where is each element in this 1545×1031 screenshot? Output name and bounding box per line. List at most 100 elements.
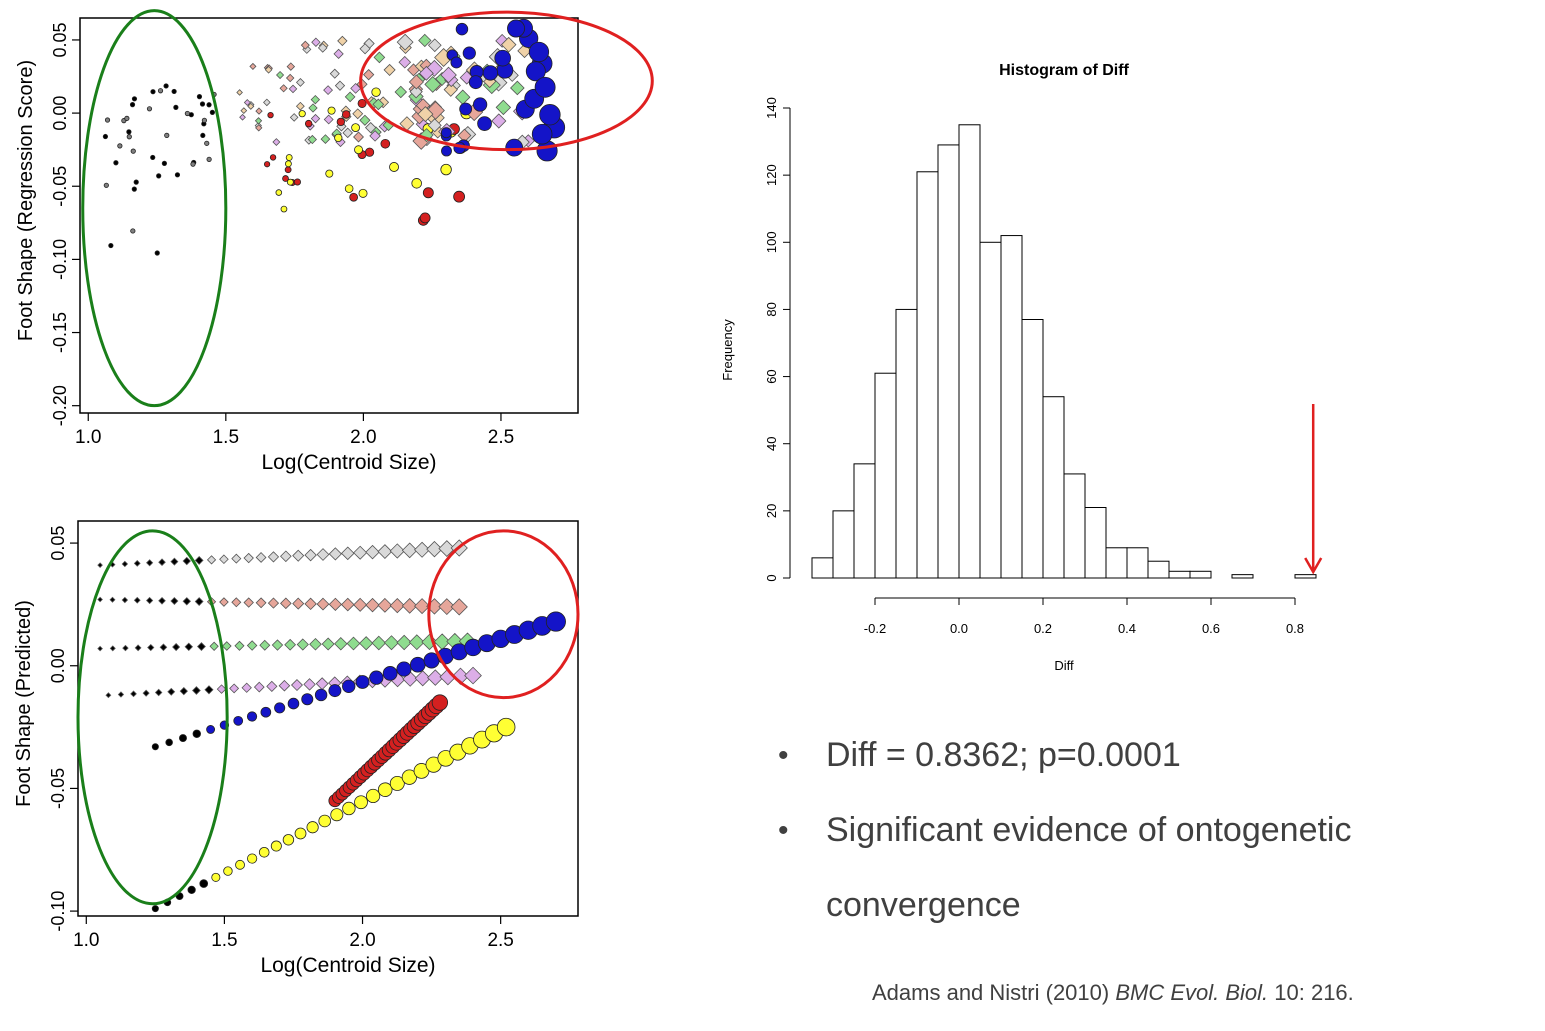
histogram-bar bbox=[1042, 396, 1065, 579]
data-point bbox=[171, 88, 177, 95]
histogram-bar bbox=[1063, 473, 1086, 579]
data-point bbox=[126, 134, 132, 140]
data-point bbox=[364, 121, 377, 134]
histogram-bar bbox=[1147, 560, 1170, 579]
data-point bbox=[398, 55, 412, 69]
data-point bbox=[234, 640, 245, 651]
data-point bbox=[280, 597, 292, 610]
data-point bbox=[209, 109, 215, 115]
data-point bbox=[196, 94, 203, 100]
data-point bbox=[422, 187, 434, 199]
data-point bbox=[164, 132, 170, 138]
plot-frame bbox=[79, 17, 579, 414]
x-tick-label: 0.2 bbox=[1034, 621, 1052, 636]
data-point bbox=[255, 107, 263, 115]
data-point bbox=[158, 558, 166, 566]
data-point bbox=[382, 666, 398, 681]
data-point bbox=[365, 597, 380, 613]
y-axis-label: Foot Shape (Regression Score) bbox=[15, 60, 37, 341]
data-point bbox=[380, 138, 391, 149]
data-point bbox=[440, 163, 452, 176]
x-axis-label: Log(Centroid Size) bbox=[261, 451, 436, 474]
data-point bbox=[131, 186, 137, 192]
data-point bbox=[194, 597, 204, 606]
x-tick-label: 1.0 bbox=[75, 427, 101, 448]
data-point bbox=[151, 905, 159, 913]
bullet-text: Significant evidence of ontogenetic conv… bbox=[826, 811, 1352, 924]
data-point bbox=[417, 106, 434, 123]
data-point bbox=[427, 38, 442, 53]
data-point bbox=[286, 62, 296, 71]
data-point bbox=[221, 641, 232, 651]
data-point bbox=[150, 89, 156, 95]
data-point bbox=[284, 160, 292, 168]
data-point bbox=[267, 551, 280, 563]
data-point bbox=[455, 89, 471, 105]
data-point bbox=[282, 834, 295, 846]
data-point bbox=[383, 63, 396, 76]
y-tick-label: -0.20 bbox=[50, 385, 70, 426]
histogram-bar bbox=[1021, 319, 1044, 579]
data-point bbox=[246, 640, 258, 651]
data-point bbox=[323, 85, 333, 96]
data-point bbox=[286, 178, 294, 186]
data-point bbox=[328, 684, 342, 698]
data-point bbox=[427, 118, 442, 133]
data-point bbox=[396, 661, 412, 677]
data-point bbox=[150, 154, 156, 161]
red-arrow-head bbox=[1304, 557, 1323, 575]
data-point bbox=[418, 65, 434, 81]
data-point bbox=[304, 119, 313, 128]
green-ellipse bbox=[81, 9, 228, 408]
data-point bbox=[545, 611, 566, 632]
data-point bbox=[409, 656, 426, 673]
data-point bbox=[170, 597, 179, 606]
data-point bbox=[158, 596, 166, 605]
histogram-bar bbox=[1168, 570, 1191, 579]
data-point bbox=[311, 37, 321, 47]
data-point bbox=[359, 43, 371, 55]
data-point bbox=[241, 682, 252, 693]
x-tick-label: -0.2 bbox=[864, 621, 886, 636]
data-point bbox=[377, 782, 393, 797]
data-point bbox=[126, 129, 132, 135]
data-point bbox=[121, 560, 129, 568]
bullet-item-conclusion: • Significant evidence of ontogenetic con… bbox=[778, 793, 1518, 943]
data-point bbox=[371, 635, 387, 651]
data-point bbox=[438, 540, 456, 558]
data-point bbox=[353, 545, 368, 560]
data-point bbox=[109, 596, 116, 603]
data-point bbox=[142, 689, 150, 697]
data-point bbox=[401, 598, 418, 614]
data-point bbox=[341, 110, 351, 119]
scatter-plot-predicted: 1.0 1.5 2.0 2.5 -0.10 -0.05 0.00 0.05 Log(Centro… bbox=[13, 520, 580, 977]
data-point bbox=[108, 242, 114, 249]
data-point bbox=[146, 106, 153, 112]
histogram-of-diff: Histogram of Diff 0 20 40 60 80 100 120 140 -0.2 0… bbox=[720, 62, 1323, 673]
data-point bbox=[525, 61, 546, 82]
data-point bbox=[453, 190, 466, 203]
histogram-bar bbox=[1231, 574, 1254, 579]
citation: Adams and Nistri (2010) BMC Evol. Biol. … bbox=[872, 980, 1354, 1006]
data-point bbox=[235, 859, 245, 870]
data-point bbox=[472, 97, 488, 112]
data-point bbox=[369, 670, 384, 685]
y-tick-label: 0 bbox=[764, 574, 779, 581]
histogram-bar bbox=[916, 171, 939, 579]
data-point bbox=[154, 688, 163, 697]
data-point bbox=[289, 113, 299, 122]
data-point bbox=[288, 84, 298, 94]
data-point bbox=[304, 597, 317, 611]
data-point bbox=[450, 56, 463, 69]
data-point bbox=[117, 691, 125, 698]
data-point bbox=[401, 542, 418, 559]
data-point bbox=[294, 827, 307, 840]
data-point bbox=[342, 679, 356, 693]
data-point bbox=[105, 692, 112, 699]
data-point bbox=[353, 131, 364, 143]
data-point bbox=[440, 66, 457, 84]
data-point bbox=[263, 98, 271, 107]
data-point bbox=[534, 76, 556, 98]
data-point bbox=[414, 670, 431, 687]
data-point bbox=[97, 645, 103, 652]
